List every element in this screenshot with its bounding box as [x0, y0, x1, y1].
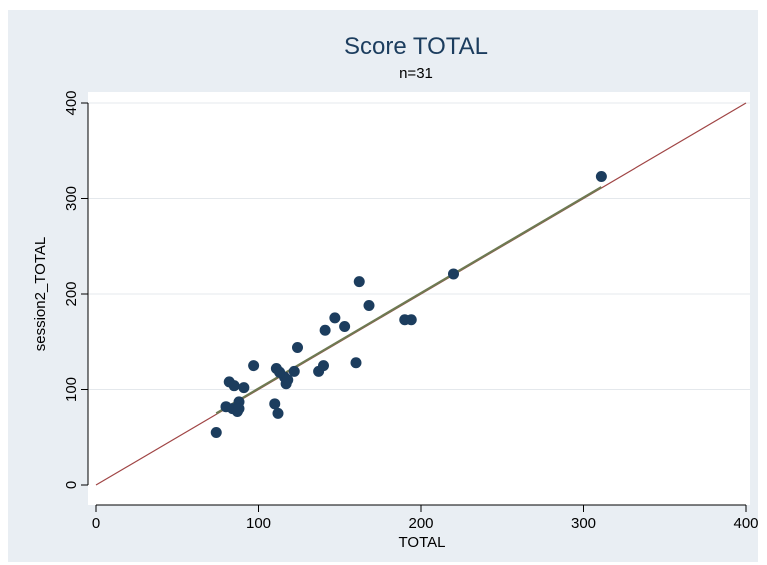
data-point	[339, 320, 351, 332]
y-axis-label: session2_TOTAL	[32, 237, 49, 352]
data-point	[238, 382, 250, 394]
data-point	[274, 366, 286, 378]
chart-subtitle: n=31	[399, 65, 433, 82]
grid-lines	[88, 102, 750, 390]
data-point	[288, 365, 300, 377]
chart-title: Score TOTAL	[344, 33, 488, 60]
data-point	[595, 171, 607, 183]
y-tick-label: 400	[63, 90, 80, 115]
data-point	[350, 357, 362, 369]
x-axis-label: TOTAL	[399, 534, 446, 551]
x-tick-label: 300	[571, 515, 596, 532]
y-tick-label: 200	[63, 281, 80, 306]
data-point	[318, 360, 329, 372]
chart-frame: Score TOTAL n=31 0 100 200 300 400 0 100 200 30…	[8, 10, 758, 562]
data-point	[228, 380, 240, 392]
data-point	[405, 314, 417, 326]
data-point	[233, 403, 245, 415]
data-points	[210, 171, 607, 438]
x-tick-label: 400	[733, 515, 758, 532]
y-tick-label: 0	[63, 481, 80, 489]
x-tick-label: 0	[92, 515, 100, 532]
data-point	[363, 299, 375, 311]
y-tick-label: 100	[63, 377, 80, 402]
data-point	[353, 276, 365, 288]
x-tick-label: 100	[246, 515, 271, 532]
y-tick-label: 300	[63, 186, 80, 211]
scatter-chart: Score TOTAL n=31 0 100 200 300 400 0 100 200 30…	[32, 33, 758, 551]
data-point	[292, 341, 303, 353]
data-point	[282, 374, 294, 386]
data-point	[269, 398, 281, 410]
x-tick-label: 200	[408, 515, 433, 532]
data-point	[448, 268, 459, 280]
data-point	[248, 360, 260, 372]
data-point	[272, 407, 284, 419]
y-axis-ticks: 0 100 200 300 400	[63, 90, 88, 489]
plot-area	[88, 92, 750, 505]
x-axis-ticks: 0 100 200 300 400	[92, 505, 758, 532]
data-point	[210, 426, 222, 438]
data-point	[329, 312, 341, 324]
data-point	[319, 324, 331, 336]
